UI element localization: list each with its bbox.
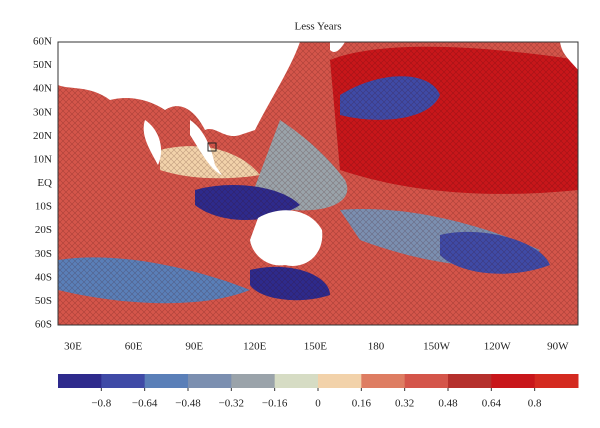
lat-label: 20N <box>33 130 52 142</box>
colorbar-swatch <box>58 374 102 388</box>
lat-label: 50N <box>33 59 52 71</box>
colorbar-tick-label: 0.16 <box>352 398 372 410</box>
colorbar-tick-label: 0.8 <box>528 398 542 410</box>
colorbar-tick-label: −0.48 <box>175 398 201 410</box>
lon-label: 90E <box>185 341 203 353</box>
colorbar-swatch <box>491 374 536 388</box>
colorbar-swatch <box>274 374 319 388</box>
lon-label: 180 <box>368 341 385 353</box>
lat-label: 10S <box>35 201 52 213</box>
lon-label: 150W <box>423 341 451 353</box>
map-frame <box>57 41 579 326</box>
colorbar-swatch <box>448 374 492 388</box>
map-field <box>58 42 578 325</box>
colorbar-swatch <box>404 374 449 388</box>
lat-label: 40N <box>33 83 52 95</box>
colorbar-tick-label: −0.32 <box>219 398 244 410</box>
title: Less Years <box>294 21 341 33</box>
colorbar-swatch <box>101 374 146 388</box>
lon-label: 120W <box>484 341 512 353</box>
colorbar-swatch <box>361 374 406 388</box>
colorbar-tick-label: 0.48 <box>438 398 458 410</box>
lat-label: 30S <box>35 248 52 260</box>
colorbar-tick-label: 0 <box>315 398 321 410</box>
colorbar-tick-label: −0.16 <box>262 398 288 410</box>
colorbar-swatch <box>534 374 579 388</box>
lat-label: 30N <box>33 106 52 118</box>
lon-label: 150E <box>304 341 328 353</box>
lat-label: 60N <box>33 36 52 48</box>
colorbar-swatch <box>188 374 232 388</box>
lat-label: EQ <box>37 177 52 189</box>
lon-label: 60E <box>125 341 143 353</box>
colorbar-swatch <box>231 374 276 388</box>
colorbar-swatch <box>318 374 362 388</box>
lat-label: 20S <box>35 224 52 236</box>
lat-label: 50S <box>35 295 52 307</box>
colorbar-tick-label: −0.8 <box>91 398 111 410</box>
lon-label: 90W <box>547 341 569 353</box>
lat-label: 10N <box>33 153 52 165</box>
colorbar-tick-label: 0.64 <box>482 398 502 410</box>
lon-label: 30E <box>64 341 82 353</box>
colorbar-tick-label: −0.64 <box>132 398 158 410</box>
lat-label: 40S <box>35 271 52 283</box>
colorbar-swatch <box>144 374 189 388</box>
lon-label: 120E <box>243 341 267 353</box>
colorbar-tick-label: 0.32 <box>395 398 414 410</box>
lat-label: 60S <box>35 319 52 331</box>
